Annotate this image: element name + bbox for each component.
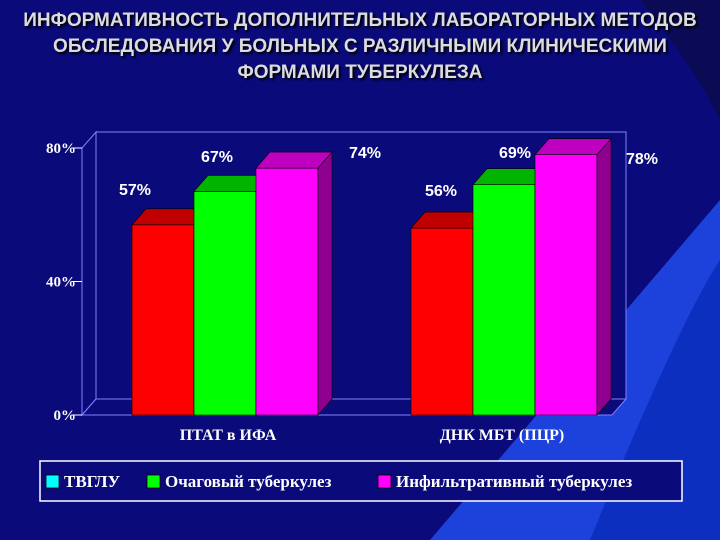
data-labels-group: 57% 67% 74% 56% 69% 78% [119,145,658,200]
bar-front [193,191,257,416]
side-wall [81,130,97,417]
legend-label: Очаговый туберкулез [165,472,332,491]
y-tick-label: 80% [46,141,76,157]
data-label: 57% [119,182,151,199]
y-tick-label: 0% [54,408,77,424]
legend: ТВГЛУ Очаговый туберкулез Инфильтративный … [39,460,683,502]
data-label: 56% [425,183,457,200]
chart-title: ИНФОРМАТИВНОСТЬ ДОПОЛНИТЕЛЬНЫХ ЛАБОРАТОР… [23,10,697,83]
category-label: ДНК МБТ (ПЦР) [440,427,565,444]
legend-label: Инфильтративный туберкулез [396,472,632,491]
data-label: 74% [349,145,381,162]
bar-side [317,151,333,416]
y-axis: 0% 40% 80% [46,141,82,424]
data-label: 67% [201,149,233,166]
legend-swatch [146,474,161,489]
bar-front [410,227,474,416]
legend-swatch [45,474,60,489]
category-label: ПТАТ в ИФА [180,427,277,444]
legend-label: ТВГЛУ [64,472,121,491]
data-label: 69% [499,145,531,162]
bars-group [131,137,612,416]
bar-front [131,224,195,416]
bar-front [472,184,536,416]
legend-swatch [377,474,392,489]
category-labels-group: ПТАТ в ИФА ДНК МБТ (ПЦР) [180,427,565,444]
bar-front [255,167,319,416]
bar-side [596,137,612,416]
y-tick-label: 40% [46,275,76,291]
data-label: 78% [626,151,658,168]
bar-front [534,154,598,416]
